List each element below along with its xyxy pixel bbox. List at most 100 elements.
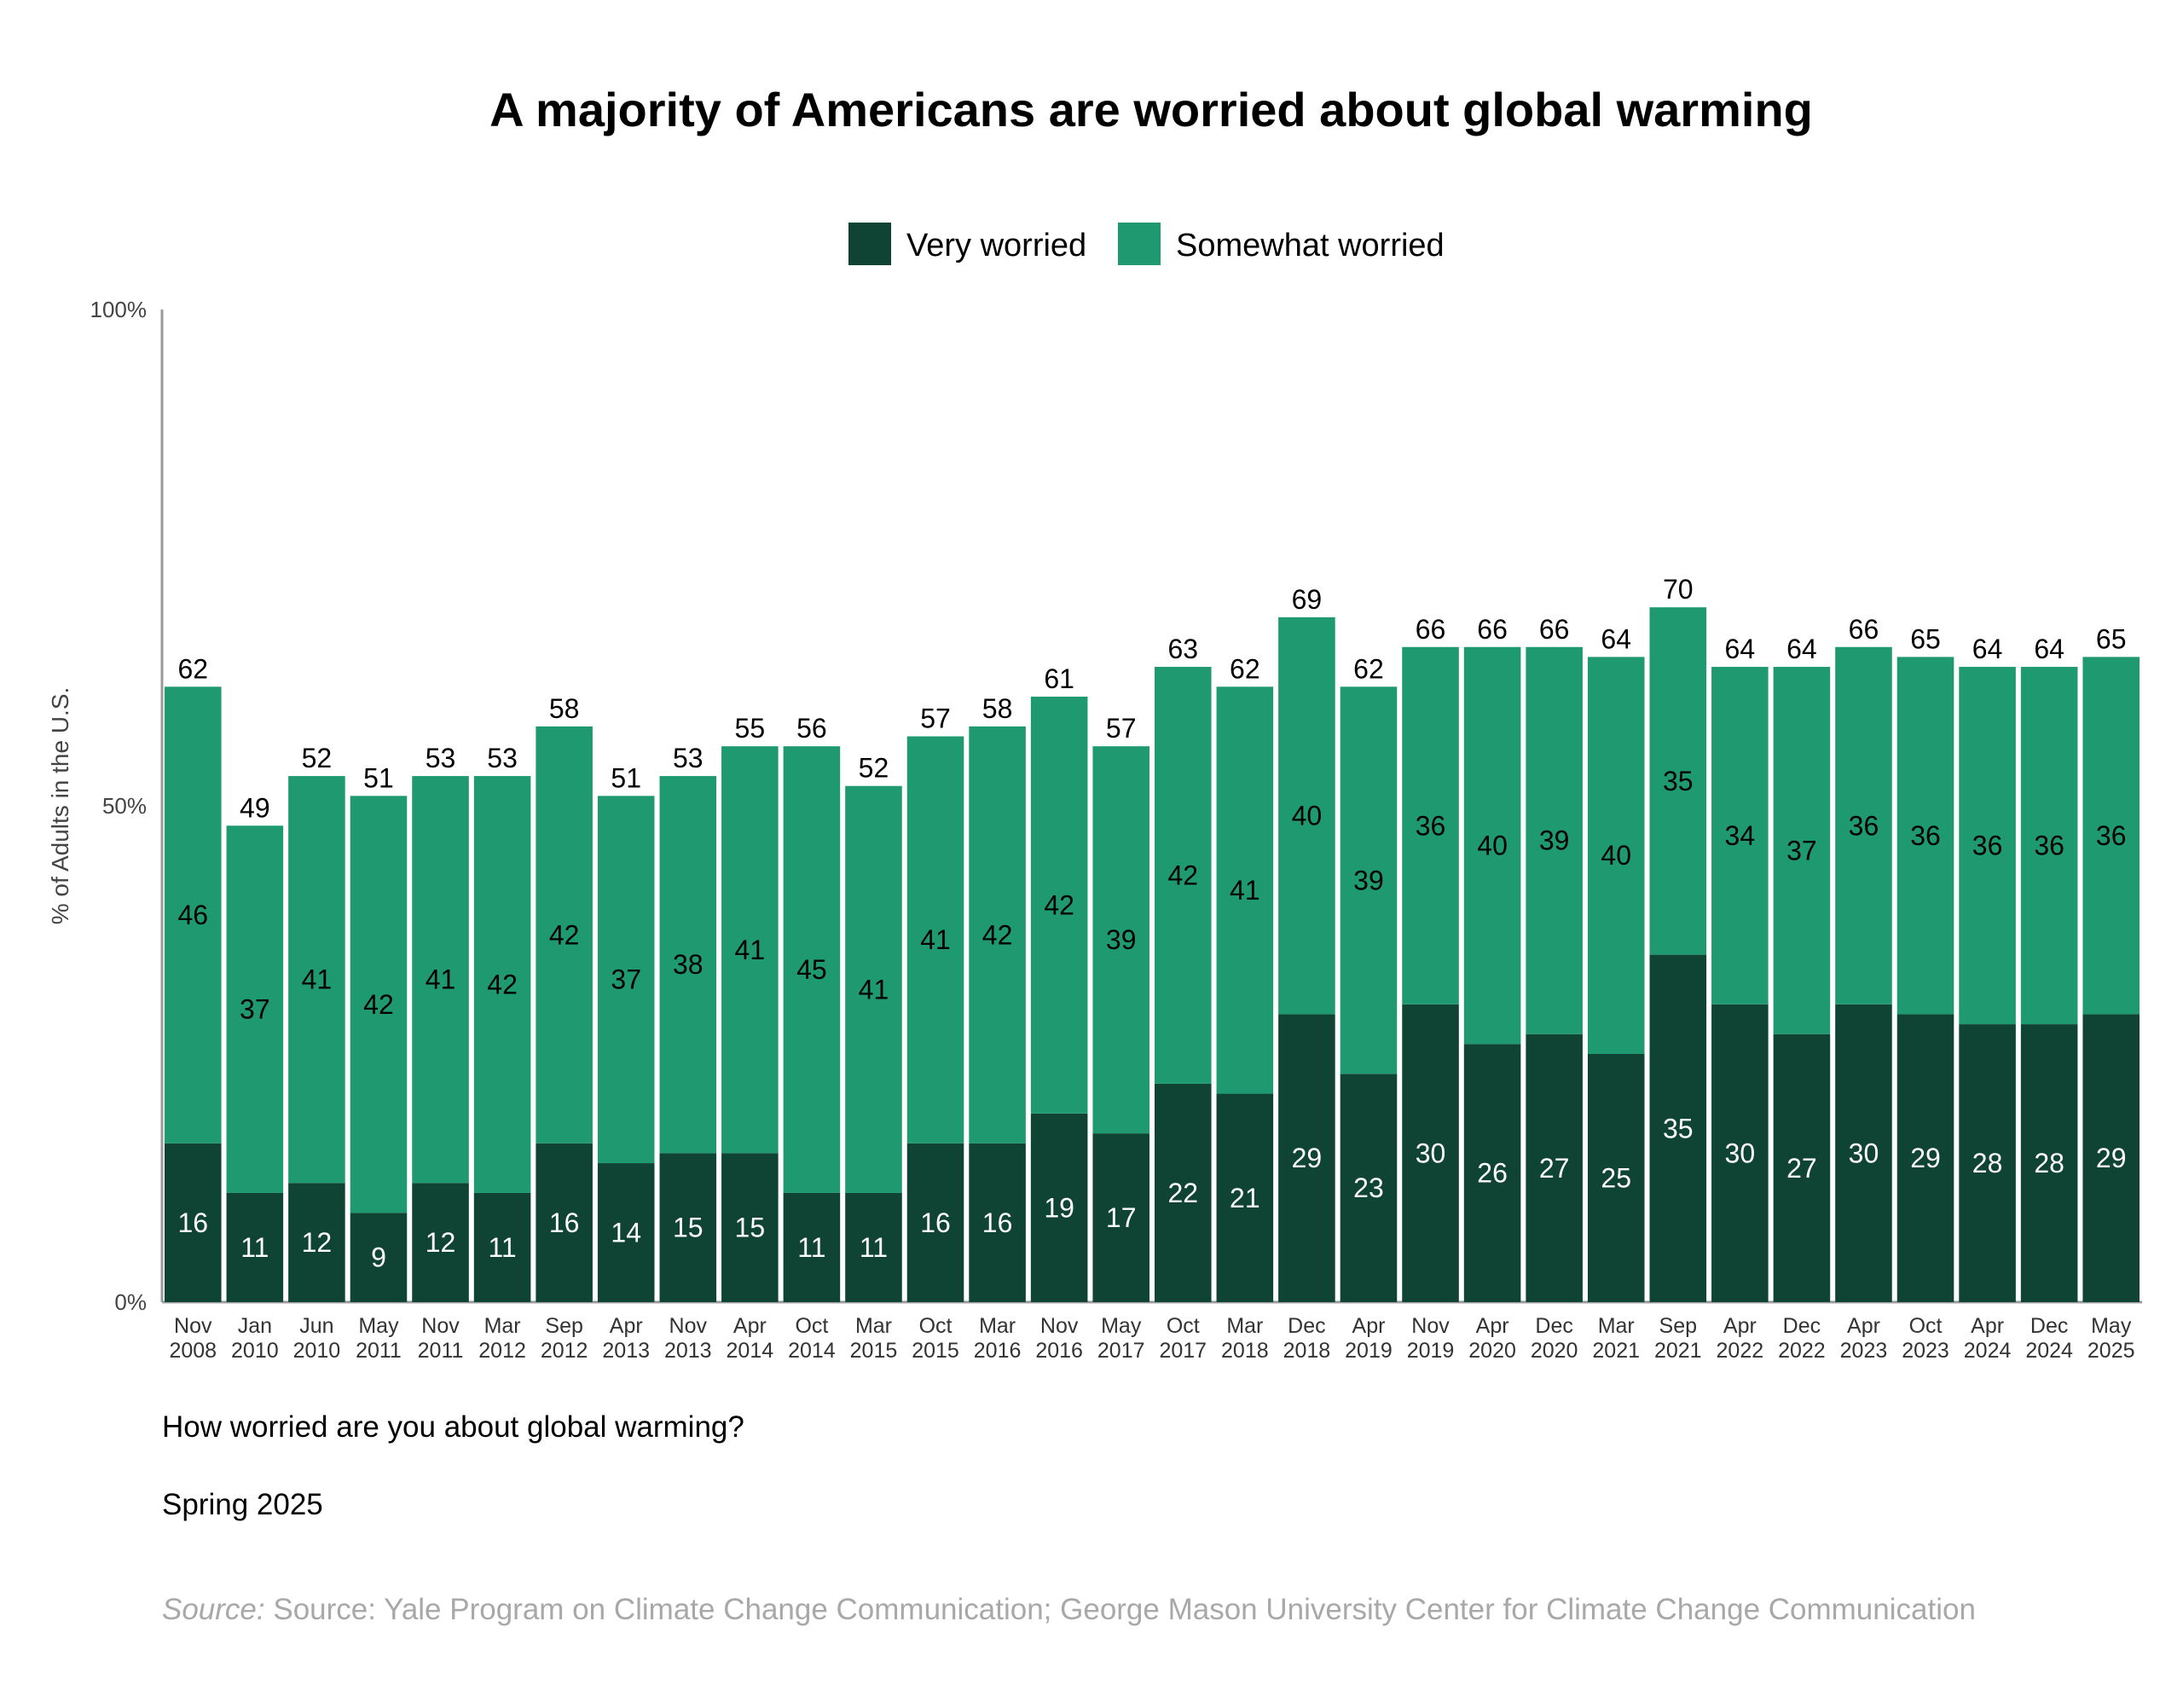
label-somewhat-worried: 36 bbox=[1416, 810, 1446, 841]
label-total: 66 bbox=[1477, 614, 1508, 645]
x-tick-year: 2015 bbox=[912, 1339, 959, 1363]
label-total: 64 bbox=[1972, 634, 2003, 664]
label-somewhat-worried: 37 bbox=[611, 964, 641, 995]
label-total: 57 bbox=[920, 703, 951, 734]
label-very-worried: 27 bbox=[1539, 1153, 1570, 1184]
x-tick-year: 2014 bbox=[788, 1339, 836, 1363]
bar-very-worried bbox=[226, 1192, 284, 1302]
label-somewhat-worried: 42 bbox=[1044, 889, 1074, 920]
x-tick-year: 2018 bbox=[1221, 1339, 1269, 1363]
label-somewhat-worried: 41 bbox=[302, 964, 333, 995]
label-somewhat-worried: 39 bbox=[1539, 825, 1570, 856]
label-very-worried: 29 bbox=[2096, 1143, 2127, 1173]
label-very-worried: 14 bbox=[611, 1218, 641, 1248]
bar-very-worried bbox=[1526, 1033, 1583, 1302]
bar-very-worried bbox=[597, 1163, 655, 1302]
bar-very-worried bbox=[659, 1153, 717, 1302]
x-tick-year: 2011 bbox=[418, 1339, 464, 1363]
label-total: 61 bbox=[1044, 663, 1074, 694]
x-tick-year: 2025 bbox=[2087, 1339, 2135, 1363]
label-somewhat-worried: 37 bbox=[240, 994, 270, 1025]
label-total: 65 bbox=[2096, 623, 2127, 654]
label-total: 63 bbox=[1167, 634, 1198, 664]
bar-somewhat-worried bbox=[1030, 696, 1088, 1114]
x-tick-year: 2011 bbox=[356, 1339, 402, 1363]
bar-somewhat-worried bbox=[288, 776, 345, 1184]
bar-very-worried bbox=[1711, 1004, 1769, 1302]
label-somewhat-worried: 41 bbox=[920, 924, 951, 955]
x-tick-month: Apr bbox=[1847, 1314, 1880, 1338]
x-tick-month: Oct bbox=[919, 1314, 953, 1338]
source-prefix: Source: bbox=[162, 1593, 265, 1626]
bar-very-worried bbox=[1402, 1004, 1459, 1302]
x-tick-year: 2015 bbox=[850, 1339, 898, 1363]
x-tick-year: 2024 bbox=[1964, 1339, 2012, 1363]
bar-very-worried bbox=[845, 1192, 902, 1302]
x-tick-year: 2010 bbox=[231, 1339, 279, 1363]
bar-somewhat-worried bbox=[597, 796, 655, 1164]
x-tick-month: Nov bbox=[174, 1314, 212, 1338]
label-very-worried: 16 bbox=[549, 1207, 580, 1238]
bar-somewhat-worried bbox=[721, 746, 779, 1154]
bar-somewhat-worried bbox=[1340, 686, 1398, 1074]
x-tick-month: Jun bbox=[299, 1314, 333, 1338]
label-total: 69 bbox=[1292, 584, 1323, 615]
x-tick-month: Dec bbox=[1288, 1314, 1325, 1338]
label-somewhat-worried: 40 bbox=[1601, 840, 1631, 871]
source-note: Source: Source: Yale Program on Climate … bbox=[162, 1593, 1976, 1627]
x-tick-year: 2021 bbox=[1654, 1339, 1702, 1363]
x-tick-year: 2023 bbox=[1840, 1339, 1888, 1363]
label-somewhat-worried: 36 bbox=[1910, 820, 1941, 851]
x-tick-month: Mar bbox=[484, 1314, 521, 1338]
label-total: 52 bbox=[859, 753, 889, 784]
x-tick-year: 2013 bbox=[602, 1339, 650, 1363]
x-tick-year: 2017 bbox=[1159, 1339, 1207, 1363]
label-very-worried: 15 bbox=[673, 1213, 704, 1243]
x-tick-year: 2017 bbox=[1097, 1339, 1145, 1363]
bar-very-worried bbox=[969, 1143, 1026, 1302]
x-tick-year: 2021 bbox=[1592, 1339, 1640, 1363]
label-total: 58 bbox=[982, 693, 1013, 724]
label-somewhat-worried: 41 bbox=[426, 964, 456, 995]
label-very-worried: 25 bbox=[1601, 1163, 1631, 1194]
x-tick-month: Nov bbox=[421, 1314, 460, 1338]
x-tick-month: Apr bbox=[1476, 1314, 1509, 1338]
bar-somewhat-worried bbox=[1896, 657, 1954, 1015]
bar-somewhat-worried bbox=[1649, 607, 1707, 955]
x-tick-year: 2023 bbox=[1902, 1339, 1949, 1363]
x-tick-year: 2019 bbox=[1407, 1339, 1455, 1363]
bar-very-worried bbox=[2082, 1014, 2140, 1302]
x-tick-month: Dec bbox=[1783, 1314, 1821, 1338]
label-very-worried: 30 bbox=[1849, 1138, 1879, 1168]
label-very-worried: 29 bbox=[1910, 1143, 1941, 1173]
x-tick-month: Mar bbox=[979, 1314, 1016, 1338]
label-somewhat-worried: 42 bbox=[982, 919, 1013, 950]
bar-very-worried bbox=[288, 1183, 345, 1302]
x-tick-month: Apr bbox=[1971, 1314, 2004, 1338]
label-somewhat-worried: 40 bbox=[1477, 831, 1508, 861]
label-very-worried: 35 bbox=[1663, 1113, 1694, 1143]
label-total: 53 bbox=[487, 743, 518, 773]
label-somewhat-worried: 39 bbox=[1353, 865, 1384, 895]
y-tick-label: 0% bbox=[114, 1289, 147, 1315]
bar-somewhat-worried bbox=[1092, 746, 1149, 1134]
bar-very-worried bbox=[1340, 1074, 1398, 1302]
bar-very-worried bbox=[1092, 1133, 1149, 1302]
bar-very-worried bbox=[1959, 1024, 2016, 1302]
bar-very-worried bbox=[165, 1143, 222, 1302]
label-total: 64 bbox=[1725, 634, 1756, 664]
label-somewhat-worried: 36 bbox=[2034, 831, 2064, 861]
label-very-worried: 16 bbox=[920, 1207, 951, 1238]
x-tick-year: 2013 bbox=[664, 1339, 712, 1363]
x-tick-year: 2018 bbox=[1283, 1339, 1331, 1363]
bar-somewhat-worried bbox=[1773, 667, 1831, 1034]
label-total: 51 bbox=[611, 762, 641, 793]
label-somewhat-worried: 46 bbox=[177, 900, 208, 930]
bar-somewhat-worried bbox=[783, 746, 841, 1193]
x-tick-month: Jan bbox=[238, 1314, 272, 1338]
x-tick-month: Dec bbox=[2030, 1314, 2068, 1338]
bar-somewhat-worried bbox=[969, 726, 1026, 1143]
bar-very-worried bbox=[1649, 954, 1707, 1302]
x-tick-month: Dec bbox=[1535, 1314, 1572, 1338]
bar-somewhat-worried bbox=[659, 776, 717, 1154]
